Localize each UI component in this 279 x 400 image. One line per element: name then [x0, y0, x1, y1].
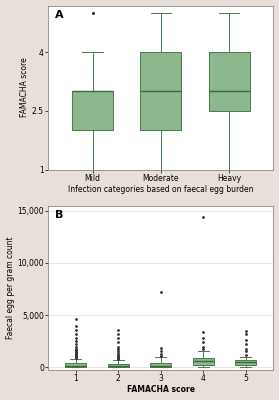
- X-axis label: FAMACHA score: FAMACHA score: [127, 386, 195, 394]
- Y-axis label: Faecal egg per gram count: Faecal egg per gram count: [6, 236, 15, 339]
- PathPatch shape: [65, 363, 86, 368]
- PathPatch shape: [150, 363, 171, 368]
- Text: B: B: [55, 210, 63, 220]
- PathPatch shape: [235, 360, 256, 365]
- PathPatch shape: [140, 52, 181, 130]
- PathPatch shape: [209, 52, 249, 111]
- Text: A: A: [55, 10, 64, 20]
- PathPatch shape: [72, 92, 113, 130]
- X-axis label: Infection categories based on faecal egg burden: Infection categories based on faecal egg…: [68, 186, 254, 194]
- Y-axis label: FAMACHA score: FAMACHA score: [20, 58, 29, 118]
- PathPatch shape: [108, 364, 129, 368]
- PathPatch shape: [193, 358, 214, 365]
